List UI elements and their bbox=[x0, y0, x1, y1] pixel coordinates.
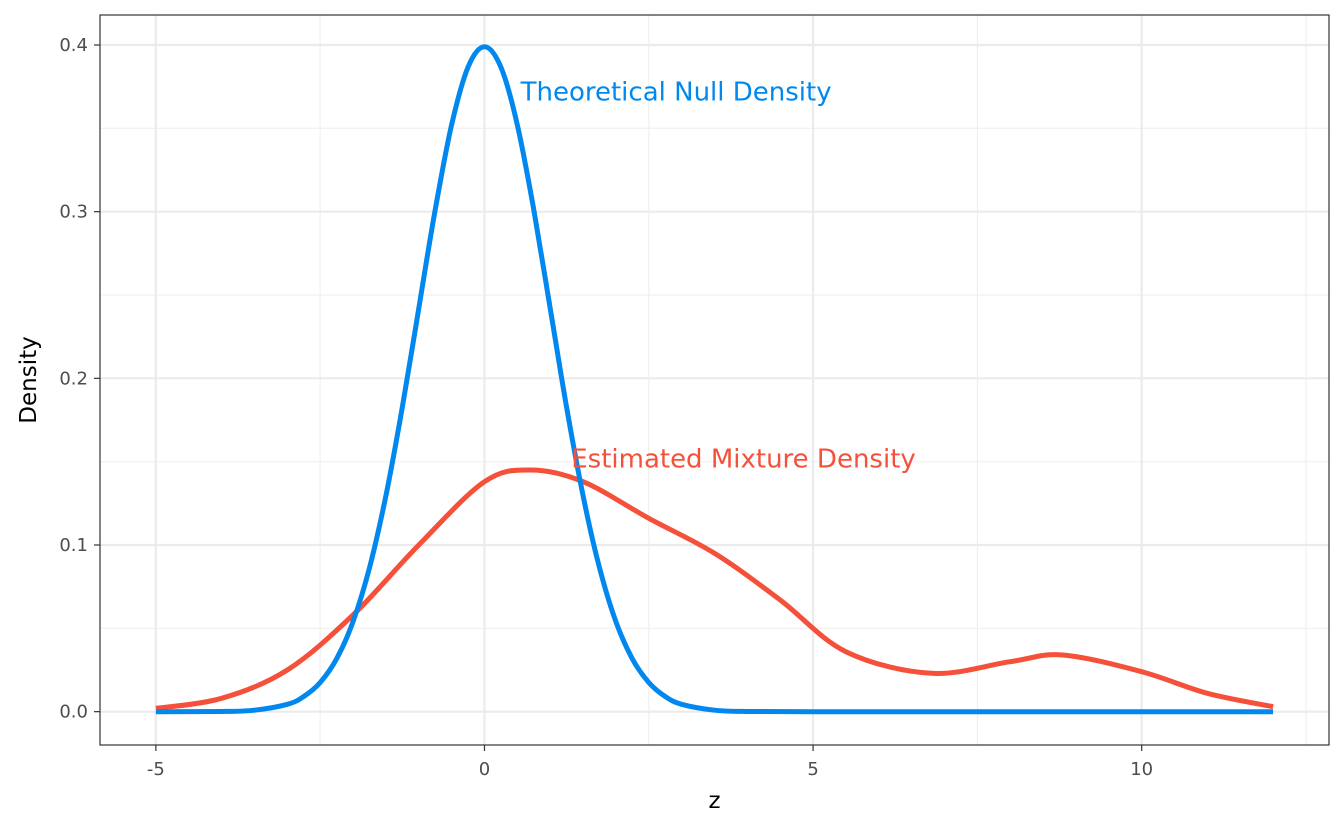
grid-lines bbox=[100, 15, 1329, 745]
annotation-label-1: Theoretical Null Density bbox=[520, 78, 832, 108]
x-tick-label: -5 bbox=[147, 759, 165, 780]
x-axis-title: z bbox=[708, 788, 720, 814]
x-axis: -5 0 5 10 bbox=[147, 745, 1153, 780]
y-axis-title: Density bbox=[16, 336, 42, 423]
y-tick-label: 0.0 bbox=[59, 702, 88, 723]
series-lines bbox=[155, 44, 1274, 715]
annotation-label-2: Estimated Mixture Density bbox=[571, 444, 916, 474]
y-tick-label: 0.1 bbox=[59, 535, 88, 556]
panel-border bbox=[99, 14, 1330, 746]
y-tick-label: 0.4 bbox=[59, 35, 88, 56]
y-tick-label: 0.3 bbox=[59, 202, 88, 223]
annotations: Theoretical Null Density Estimated Mixtur… bbox=[520, 78, 916, 475]
x-tick-label: 5 bbox=[807, 759, 818, 780]
y-tick-label: 0.2 bbox=[59, 368, 88, 389]
y-axis: 0.0 0.1 0.2 0.3 0.4 bbox=[59, 35, 100, 723]
series-line-1 bbox=[155, 44, 1274, 715]
x-tick-label: 10 bbox=[1130, 759, 1153, 780]
series-line-2 bbox=[155, 467, 1274, 711]
x-tick-label: 0 bbox=[479, 759, 490, 780]
